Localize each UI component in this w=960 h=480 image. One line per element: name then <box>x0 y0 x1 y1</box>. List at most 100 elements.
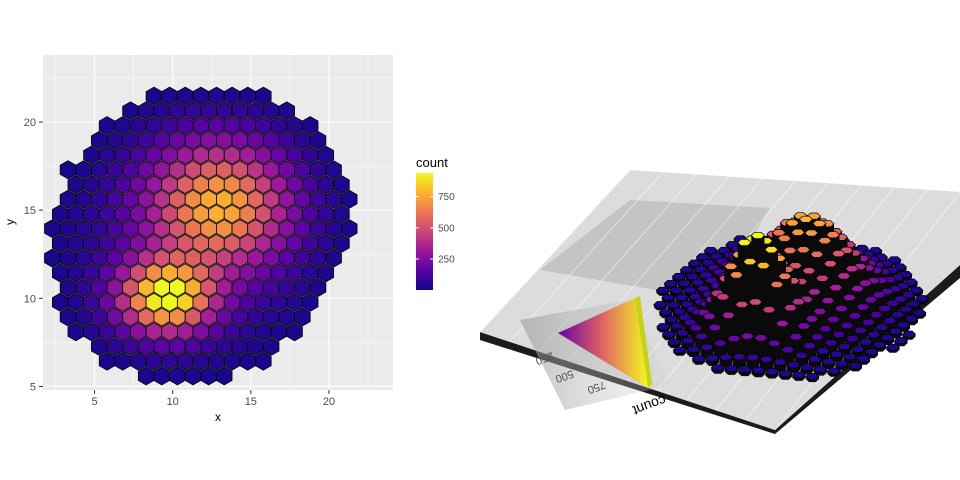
hex-bin <box>216 130 233 150</box>
hex-bin <box>255 292 272 312</box>
hex-bin <box>176 233 194 253</box>
hex-bin <box>200 336 217 356</box>
hex-bin <box>98 116 116 136</box>
hex-bin <box>255 175 272 194</box>
hex-bin <box>270 292 288 312</box>
hex-bin <box>255 263 272 283</box>
3d-hex-column-top <box>817 237 833 245</box>
3d-hex-column-top <box>807 355 823 363</box>
hex-bin <box>301 233 319 253</box>
3d-legend-wedge <box>558 298 648 388</box>
3d-hex-column-top <box>703 246 719 254</box>
3d-hex-column-top <box>680 337 696 345</box>
3d-hex-column-top <box>829 350 844 358</box>
3d-legend-wedge-side <box>635 296 652 388</box>
hex-bin <box>161 116 178 136</box>
hex-bin <box>309 189 327 209</box>
3d-hex-column-side <box>856 358 870 365</box>
hex-bin <box>278 248 295 268</box>
hex-bin <box>192 116 210 136</box>
legend-colorbar <box>416 173 433 290</box>
hex-bin <box>83 204 100 224</box>
3d-hex-column-top <box>653 301 668 309</box>
hex-bin <box>153 366 170 386</box>
legend-tick-label: 500 <box>438 223 455 234</box>
3d-hex-column-side <box>732 356 746 369</box>
3d-hex-column-top <box>839 321 855 329</box>
hex-bin <box>278 130 295 150</box>
3d-hex-column-top <box>825 231 841 239</box>
3d-hex-column-top <box>893 337 909 345</box>
3d-hex-column-top <box>796 246 811 254</box>
hex-bin <box>106 219 124 239</box>
hex-bin <box>239 322 256 342</box>
3d-legend-title: count <box>631 392 669 419</box>
hex-bin <box>153 307 170 327</box>
hex-bin <box>216 307 233 327</box>
hex-bin <box>114 204 131 224</box>
3d-hex-column-top <box>772 358 788 366</box>
hex-bin <box>223 292 241 312</box>
hex-bin <box>200 101 217 121</box>
hex-bin <box>98 351 116 371</box>
hex-bin <box>145 116 163 136</box>
hex-bin <box>278 278 295 298</box>
3d-hex-column-side <box>673 349 687 356</box>
3d-hex-column-side <box>827 370 841 377</box>
hex-bin <box>114 351 131 371</box>
hex-bin <box>255 204 272 224</box>
hex-bin <box>255 86 272 106</box>
3d-hex-column-top <box>828 284 844 292</box>
3d-hex-column-top <box>764 246 779 254</box>
hex-bin <box>208 86 225 106</box>
hex-bin <box>114 116 131 136</box>
hex-bin <box>223 322 241 342</box>
hex-bin <box>75 278 92 298</box>
hex-bin <box>270 145 288 165</box>
hex-bin <box>153 248 170 268</box>
hex-bin <box>145 351 163 371</box>
hex-bin <box>223 116 241 136</box>
3d-hex-column-top <box>872 341 887 349</box>
hex-bin <box>223 145 241 165</box>
x-tick-label: 10 <box>167 396 179 408</box>
3d-hex-column-top <box>764 368 780 376</box>
hex-bin <box>122 130 139 150</box>
3d-hex-column-top <box>661 294 676 301</box>
3d-hex-column-top <box>718 353 734 361</box>
hex-bin <box>137 307 155 327</box>
hex-bin <box>75 189 92 209</box>
3d-hex-column-side <box>792 374 806 381</box>
3d-hex-column-top <box>848 362 863 370</box>
hex-bin <box>75 160 92 180</box>
hex-bin <box>137 189 155 209</box>
3d-hex-column-top <box>675 329 690 337</box>
3d-hex-column-top <box>890 311 906 319</box>
3d-hex-column-top <box>782 246 798 254</box>
hex-bin <box>200 160 217 180</box>
hex-bin <box>145 145 163 165</box>
hex-bin <box>262 278 280 298</box>
hex-bin <box>278 101 295 121</box>
hex-bin <box>130 175 147 194</box>
x-tick-label: 20 <box>323 396 335 408</box>
hex-bin <box>51 204 69 224</box>
hex-bin <box>176 86 194 106</box>
3d-hex-column-top <box>691 354 707 362</box>
hex-bin <box>130 116 147 136</box>
3d-hex-column-top <box>690 278 706 286</box>
3d-hex-column-top <box>777 234 792 242</box>
hex-bin <box>270 322 288 342</box>
hex-bin <box>184 160 202 180</box>
3d-hex-column-top <box>871 291 887 299</box>
hex-bin <box>239 204 256 224</box>
hex-bin <box>317 233 335 253</box>
hex-bin <box>153 130 170 150</box>
hex-bin <box>130 351 147 371</box>
hex-bin <box>153 219 170 239</box>
3d-hex-column-top <box>898 305 914 313</box>
3d-hex-column-top <box>767 339 782 347</box>
3d-hex-column-top <box>672 308 687 315</box>
hex-bin <box>59 278 77 298</box>
hex-bin <box>169 219 186 239</box>
